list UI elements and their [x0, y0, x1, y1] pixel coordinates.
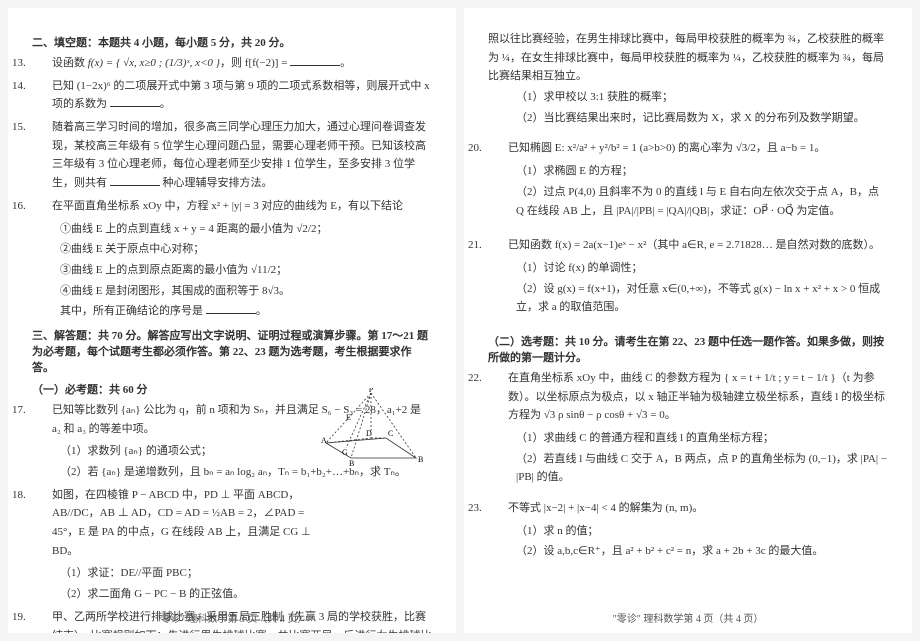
q20-p2: （2）过点 P(4,0) 且斜率不为 0 的直线 l 与 E 自右向左依次交于点… — [488, 183, 888, 220]
q23-text: 不等式 |x−2| + |x−4| < 4 的解集为 (n, m)。 — [508, 502, 703, 514]
label-P: P — [369, 388, 374, 394]
section-3b-header: （二）选考题：共 10 分。请考生在第 22、23 题中任选一题作答。如果多做，… — [488, 333, 888, 365]
label-B: B — [418, 455, 423, 464]
q18-p1: （1）求证：DE//平面 PBC； — [32, 564, 432, 583]
q16-num: 16. — [32, 197, 52, 216]
q22-p1: （1）求曲线 C 的普通方程和直线 l 的直角坐标方程； — [488, 429, 888, 448]
label-D: D — [366, 429, 372, 438]
q14-b: 。 — [160, 98, 171, 110]
q16-opt4: ④曲线 E 是封闭图形，其围成的面积等于 8√3。 — [32, 282, 432, 301]
q13-c: ，则 f[f(−2)] = — [220, 57, 290, 69]
q16-tail-text: 其中，所有正确结论的序号是 — [60, 305, 206, 317]
q19-cont: 照以往比赛经验，在男生排球比赛中，每局甲校获胜的概率为 ¾，乙校获胜的概率为 ¼… — [488, 30, 888, 86]
q23-p2: （2）设 a,b,c∈R⁺，且 a² + b² + c² = n，求 a + 2… — [488, 542, 888, 561]
q13-d: 。 — [340, 57, 351, 69]
q21-p2: （2）设 g(x) = f(x+1)，对任意 x∈(0,+∞)，不等式 g(x)… — [488, 280, 888, 317]
q17-num: 17. — [32, 401, 52, 420]
label-E: E — [346, 413, 351, 422]
q16-blank — [206, 302, 256, 314]
question-14: 14.已知 (1−2x)⁶ 的二项展开式中第 3 项与第 9 项的二项式系数相等… — [32, 77, 432, 114]
q14-num: 14. — [32, 77, 52, 96]
q19-p2: （2）当比赛结果出来时，记比赛局数为 X，求 X 的分布列及数学期望。 — [488, 109, 888, 128]
q15-b: 种心理辅导安排方法。 — [160, 177, 273, 189]
q16-text: 在平面直角坐标系 xOy 中，方程 x² + |y| = 3 对应的曲线为 E，… — [52, 200, 403, 212]
section-2-header: 二、填空题：本题共 4 小题，每小题 5 分，共 20 分。 — [32, 34, 432, 50]
question-23: 23.不等式 |x−2| + |x−4| < 4 的解集为 (n, m)。 — [488, 499, 888, 518]
q16-tail: 其中，所有正确结论的序号是 。 — [32, 302, 432, 321]
pyramid-figure: P E A D G C B B — [316, 388, 426, 468]
q16-tail-b: 。 — [256, 305, 267, 317]
question-22: 22.在直角坐标系 xOy 中，曲线 C 的参数方程为 { x = t + 1/… — [488, 369, 888, 425]
q19-p1: （1）求甲校以 3:1 获胜的概率； — [488, 88, 888, 107]
q20-p1: （1）求椭圆 E 的方程； — [488, 162, 888, 181]
q22-num: 22. — [488, 369, 508, 388]
page-3: 二、填空题：本题共 4 小题，每小题 5 分，共 20 分。 13.设函数 f(… — [8, 8, 456, 633]
label-C: C — [388, 429, 393, 438]
q16-opt3: ③曲线 E 上的点到原点距离的最小值为 √11/2； — [32, 261, 432, 280]
q15-num: 15. — [32, 118, 52, 137]
question-15: 15.随着高三学习时间的增加，很多高三同学心理压力加大，通过心理问卷调查发现，某… — [32, 118, 432, 193]
q20-num: 20. — [488, 139, 508, 158]
q18-num: 18. — [32, 486, 52, 505]
q18-p2: （2）求二面角 G − PC − B 的正弦值。 — [32, 585, 432, 604]
q15-blank — [110, 174, 160, 186]
q13-blank — [290, 54, 340, 66]
question-20: 20.已知椭圆 E: x²/a² + y²/b² = 1 (a>b>0) 的离心… — [488, 139, 888, 158]
label-A: A — [321, 436, 327, 445]
q21-num: 21. — [488, 236, 508, 255]
q13-num: 13. — [32, 54, 52, 73]
question-21: 21.已知函数 f(x) = 2a(x−1)eˣ − x²（其中 a∈R, e … — [488, 236, 888, 255]
question-18: 18.如图，在四棱锥 P − ABCD 中，PD ⊥ 平面 ABCD，AB//D… — [32, 486, 432, 561]
page-footer-4: "零诊" 理科数学第 4 页（共 4 页） — [464, 610, 912, 625]
section-3-header: 三、解答题：共 70 分。解答应写出文字说明、证明过程或演算步骤。第 17～21… — [32, 327, 432, 375]
q16-opt1: ①曲线 E 上的点到直线 x + y = 4 距离的最小值为 √2/2； — [32, 220, 432, 239]
page-4: 照以往比赛经验，在男生排球比赛中，每局甲校获胜的概率为 ¾，乙校获胜的概率为 ¼… — [464, 8, 912, 633]
page-footer-3: "零诊" 理科数学第 3 页（共 4 页） — [8, 610, 456, 625]
q21-p1: （1）讨论 f(x) 的单调性； — [488, 259, 888, 278]
question-16: 16.在平面直角坐标系 xOy 中，方程 x² + |y| = 3 对应的曲线为… — [32, 197, 432, 216]
q23-p1: （1）求 n 的值； — [488, 522, 888, 541]
q13-a: 设函数 — [52, 57, 88, 69]
q21-text: 已知函数 f(x) = 2a(x−1)eˣ − x²（其中 a∈R, e = 2… — [508, 239, 880, 251]
question-13: 13.设函数 f(x) = { √x, x≥0 ; (1/3)ˣ, x<0 }，… — [32, 54, 432, 73]
q20-text: 已知椭圆 E: x²/a² + y²/b² = 1 (a>b>0) 的离心率为 … — [508, 142, 825, 154]
q22-p2: （2）若直线 l 与曲线 C 交于 A，B 两点，点 P 的直角坐标为 (0,−… — [488, 450, 888, 487]
q13-formula: f(x) = { √x, x≥0 ; (1/3)ˣ, x<0 } — [88, 57, 220, 69]
q16-opt2: ②曲线 E 关于原点中心对称； — [32, 240, 432, 259]
q18-text: 如图，在四棱锥 P − ABCD 中，PD ⊥ 平面 ABCD，AB//DC，A… — [52, 489, 311, 557]
q22-text: 在直角坐标系 xOy 中，曲线 C 的参数方程为 { x = t + 1/t ;… — [508, 372, 885, 421]
label-G: G — [342, 448, 348, 457]
q14-blank — [110, 95, 160, 107]
q14-text: 已知 (1−2x)⁶ 的二项展开式中第 3 项与第 9 项的二项式系数相等，则展… — [52, 80, 430, 111]
q23-num: 23. — [488, 499, 508, 518]
label-B-left: B — [349, 459, 354, 468]
